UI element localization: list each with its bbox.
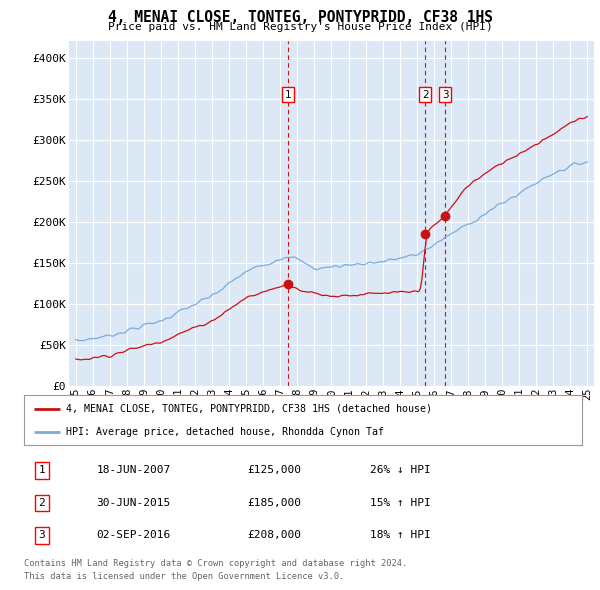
Text: Contains HM Land Registry data © Crown copyright and database right 2024.: Contains HM Land Registry data © Crown c…	[24, 559, 407, 568]
Text: 18% ↑ HPI: 18% ↑ HPI	[370, 530, 431, 540]
Text: £125,000: £125,000	[247, 466, 301, 476]
Text: 3: 3	[38, 530, 45, 540]
Text: 15% ↑ HPI: 15% ↑ HPI	[370, 498, 431, 508]
Text: 18-JUN-2007: 18-JUN-2007	[97, 466, 171, 476]
Text: 1: 1	[38, 466, 45, 476]
Text: 3: 3	[442, 90, 449, 100]
Text: 2: 2	[422, 90, 428, 100]
Text: 26% ↓ HPI: 26% ↓ HPI	[370, 466, 431, 476]
Text: 02-SEP-2016: 02-SEP-2016	[97, 530, 171, 540]
Text: Price paid vs. HM Land Registry's House Price Index (HPI): Price paid vs. HM Land Registry's House …	[107, 22, 493, 32]
Text: 4, MENAI CLOSE, TONTEG, PONTYPRIDD, CF38 1HS: 4, MENAI CLOSE, TONTEG, PONTYPRIDD, CF38…	[107, 10, 493, 25]
Text: £208,000: £208,000	[247, 530, 301, 540]
Text: 2: 2	[38, 498, 45, 508]
Text: This data is licensed under the Open Government Licence v3.0.: This data is licensed under the Open Gov…	[24, 572, 344, 581]
Text: 4, MENAI CLOSE, TONTEG, PONTYPRIDD, CF38 1HS (detached house): 4, MENAI CLOSE, TONTEG, PONTYPRIDD, CF38…	[66, 404, 432, 414]
Text: 30-JUN-2015: 30-JUN-2015	[97, 498, 171, 508]
Text: £185,000: £185,000	[247, 498, 301, 508]
Text: HPI: Average price, detached house, Rhondda Cynon Taf: HPI: Average price, detached house, Rhon…	[66, 427, 384, 437]
Text: 1: 1	[285, 90, 292, 100]
